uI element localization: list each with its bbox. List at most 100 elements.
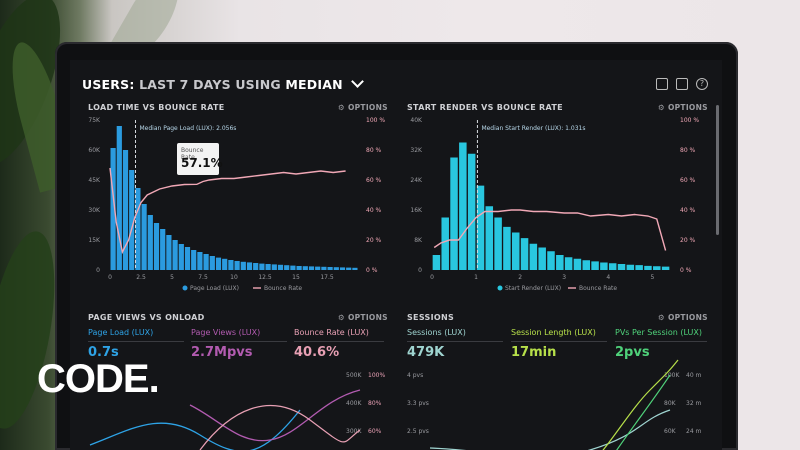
bar xyxy=(485,206,494,270)
bar xyxy=(116,126,122,270)
bar xyxy=(191,250,197,270)
y-tick-right: 100 % xyxy=(680,117,699,124)
y-tick-right: 60 % xyxy=(366,177,382,184)
bar xyxy=(608,263,617,270)
legend-label: Bounce Rate xyxy=(264,285,302,292)
bar xyxy=(321,266,327,270)
legend-swatch-bar xyxy=(497,285,503,291)
bar xyxy=(346,267,352,270)
lower-lines-svg xyxy=(89,359,679,450)
bar xyxy=(626,264,635,270)
bar xyxy=(215,257,222,270)
bar xyxy=(494,217,502,270)
y-tick-left: 16K xyxy=(410,207,423,214)
help-icon[interactable]: ? xyxy=(696,78,708,90)
bar xyxy=(352,267,358,270)
bar xyxy=(197,252,203,270)
options-button-sessions[interactable]: ⚙ OPTIONS xyxy=(658,313,708,322)
tooltip-label: Bounce Rate xyxy=(181,147,204,161)
x-tick: 2 xyxy=(518,274,522,281)
bar xyxy=(271,264,277,270)
axis-tick: 24 m xyxy=(686,428,702,435)
x-tick: 2.5 xyxy=(136,274,146,281)
bar xyxy=(184,247,191,270)
bounce-rate-line xyxy=(109,167,346,255)
x-tick: 12.5 xyxy=(258,274,272,281)
axis-tick: 2.5 pvs xyxy=(407,428,429,435)
axis-tick: 80% xyxy=(368,400,382,407)
bar xyxy=(240,261,246,270)
options-label: OPTIONS xyxy=(667,313,708,322)
panel-title-start-render: START RENDER VS BOUNCE RATE xyxy=(407,103,563,112)
start-render-chart: 40K 32K 24K 16K 8K 0 100 % 80 % 60 % 40 % 20 % 0 % 0… xyxy=(410,117,699,292)
x-tick: 0 xyxy=(430,274,434,281)
bar xyxy=(644,265,652,270)
bar xyxy=(228,260,234,270)
axis-tick: 32 m xyxy=(686,400,702,407)
bar xyxy=(203,254,209,270)
y-tick-left: 40K xyxy=(410,117,423,124)
bar xyxy=(302,266,308,270)
legend-label: Bounce Rate xyxy=(579,285,617,292)
y-tick-right: 60 % xyxy=(680,177,696,184)
y-tick-left: 24K xyxy=(410,177,423,184)
y-tick-right: 80 % xyxy=(366,147,382,154)
pvs-line xyxy=(616,374,671,450)
bar xyxy=(172,240,178,270)
axis-tick: 80K xyxy=(664,400,676,407)
bar xyxy=(308,266,315,270)
y-tick-left: 0 xyxy=(418,267,422,274)
panel-title-page-views: PAGE VIEWS VS ONLOAD xyxy=(88,313,205,322)
x-tick: 0 xyxy=(108,274,112,281)
sessions-axis-a: 100K 80K 60K xyxy=(664,362,679,446)
bar xyxy=(122,150,129,270)
bar xyxy=(591,261,599,270)
axis-tick: 60% xyxy=(368,428,382,435)
y-tick-right: 100 % xyxy=(366,117,385,124)
axis-tick: 300K xyxy=(346,428,362,435)
bar xyxy=(277,264,284,270)
axis-tick: 100K xyxy=(664,372,680,379)
bar xyxy=(153,223,160,270)
bar xyxy=(339,267,346,270)
legend-label: Start Render (LUX) xyxy=(505,285,561,292)
bar xyxy=(582,260,591,270)
image-icon[interactable] xyxy=(676,78,688,90)
title-metric: MEDIAN xyxy=(285,77,343,92)
y-tick-left: 32K xyxy=(410,147,423,154)
session-length-line xyxy=(602,359,679,450)
bar xyxy=(600,262,608,270)
bar xyxy=(209,256,215,270)
sessions-axis-b: 40 m 32 m 24 m xyxy=(686,362,701,446)
bar xyxy=(547,251,555,270)
bar xyxy=(259,263,265,270)
page-load-line xyxy=(89,409,301,450)
load-time-chart: 75K 60K 45K 30K 15K 0 100 % 80 % 60 % 40 % 20 % 0 %… xyxy=(88,117,385,292)
x-tick: 7.5 xyxy=(198,274,208,281)
options-button-page-views[interactable]: ⚙ OPTIONS xyxy=(338,313,388,322)
monitor-icon[interactable] xyxy=(656,78,668,90)
tooltip-value: 57.1% xyxy=(181,156,223,170)
kpi-value-page-views: 2.7Mpvs xyxy=(191,345,253,360)
y-tick-left: 60K xyxy=(88,147,101,154)
bar xyxy=(147,215,153,270)
page-views-line xyxy=(189,389,361,442)
bar xyxy=(166,235,172,270)
bar xyxy=(265,264,271,270)
bar xyxy=(290,265,296,270)
kpi-label-sessions: Sessions (LUX) xyxy=(407,328,466,337)
y-tick-left: 0 xyxy=(96,267,100,274)
bar xyxy=(538,247,546,270)
scrollbar[interactable] xyxy=(716,105,719,235)
options-button-load-time[interactable]: ⚙ OPTIONS xyxy=(338,103,388,112)
bar xyxy=(253,263,259,270)
options-button-start-render[interactable]: ⚙ OPTIONS xyxy=(658,103,708,112)
bar xyxy=(160,229,166,270)
bar xyxy=(503,226,511,270)
median-label: Median Start Render (LUX): 1.031s xyxy=(481,125,585,132)
page-views-axis-b: 100% 80% 60% xyxy=(368,362,385,446)
bar xyxy=(327,267,333,270)
x-tick: 3 xyxy=(562,274,566,281)
axis-tick: 500K xyxy=(346,372,362,379)
dashboard-title[interactable]: USERS: LAST 7 DAYS USING MEDIAN xyxy=(82,75,365,92)
